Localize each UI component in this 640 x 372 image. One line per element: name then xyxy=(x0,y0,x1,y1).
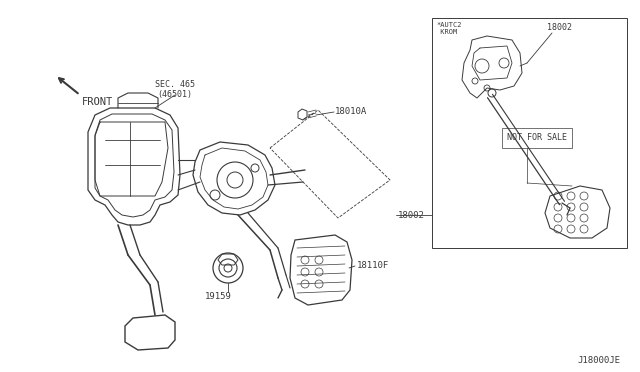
Bar xyxy=(432,18,627,248)
Text: FRONT: FRONT xyxy=(82,97,113,107)
Text: *AUTC2
 KROM: *AUTC2 KROM xyxy=(436,22,461,35)
Text: 18110F: 18110F xyxy=(357,262,389,270)
Text: SEC. 465
(46501): SEC. 465 (46501) xyxy=(155,80,195,99)
Text: 18010A: 18010A xyxy=(335,108,367,116)
Text: J18000JE: J18000JE xyxy=(577,356,620,365)
Text: 18002: 18002 xyxy=(547,23,572,32)
Text: 19159: 19159 xyxy=(205,292,232,301)
Text: 18002: 18002 xyxy=(398,211,425,219)
Text: NOT FOR SALE: NOT FOR SALE xyxy=(507,134,567,142)
Bar xyxy=(502,128,572,148)
